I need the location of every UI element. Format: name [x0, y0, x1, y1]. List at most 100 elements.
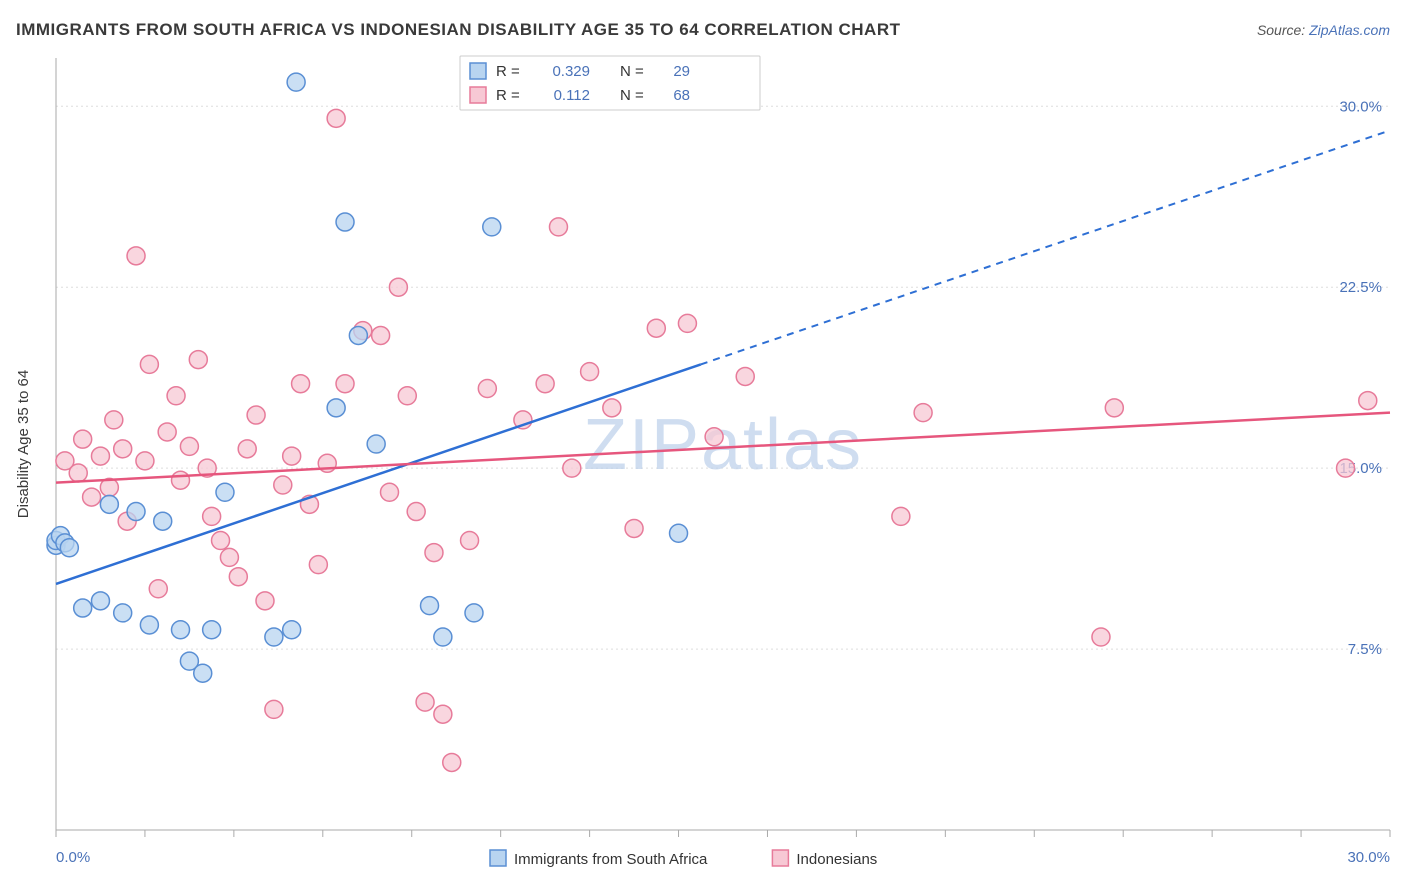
data-point — [220, 548, 238, 566]
data-point — [114, 440, 132, 458]
data-point — [274, 476, 292, 494]
data-point — [172, 621, 190, 639]
legend-r-label: R = — [496, 87, 520, 104]
data-point — [172, 471, 190, 489]
trend-line-extrapolated — [701, 130, 1390, 364]
data-point — [127, 247, 145, 265]
data-point — [336, 375, 354, 393]
data-point — [74, 430, 92, 448]
data-point — [1092, 628, 1110, 646]
source-prefix: Source: — [1257, 22, 1309, 38]
data-point — [483, 218, 501, 236]
data-point — [309, 556, 327, 574]
legend-n-label: N = — [620, 87, 644, 104]
data-point — [238, 440, 256, 458]
data-point — [203, 507, 221, 525]
data-point — [100, 495, 118, 513]
data-point — [189, 351, 207, 369]
data-point — [892, 507, 910, 525]
data-point — [256, 592, 274, 610]
data-point — [212, 532, 230, 550]
legend-r-value: 0.112 — [554, 87, 590, 104]
data-point — [140, 355, 158, 373]
data-point — [603, 399, 621, 417]
data-point — [216, 483, 234, 501]
data-point — [407, 503, 425, 521]
data-point — [154, 512, 172, 530]
data-point — [549, 218, 567, 236]
data-point — [158, 423, 176, 441]
watermark: ZIPatlas — [583, 405, 863, 485]
data-point — [670, 524, 688, 542]
data-point — [367, 435, 385, 453]
data-point — [91, 592, 109, 610]
data-point — [292, 375, 310, 393]
data-point — [478, 380, 496, 398]
data-point — [247, 406, 265, 424]
data-point — [461, 532, 479, 550]
data-point — [434, 628, 452, 646]
data-point — [536, 375, 554, 393]
data-point — [83, 488, 101, 506]
data-point — [167, 387, 185, 405]
y-axis-title: Disability Age 35 to 64 — [15, 370, 32, 518]
y-tick-label: 7.5% — [1348, 641, 1382, 658]
series-label: Indonesians — [796, 851, 877, 868]
data-point — [465, 604, 483, 622]
data-point — [327, 399, 345, 417]
data-point — [265, 700, 283, 718]
data-point — [105, 411, 123, 429]
data-point — [60, 539, 78, 557]
source-link[interactable]: ZipAtlas.com — [1309, 22, 1390, 38]
chart-title: IMMIGRANTS FROM SOUTH AFRICA VS INDONESI… — [16, 20, 901, 40]
data-point — [625, 519, 643, 537]
data-point — [194, 664, 212, 682]
data-point — [425, 544, 443, 562]
x-min-label: 0.0% — [56, 849, 90, 866]
data-point — [372, 326, 390, 344]
data-point — [443, 753, 461, 771]
data-point — [180, 437, 198, 455]
data-point — [127, 503, 145, 521]
data-point — [265, 628, 283, 646]
chart-container: 7.5%15.0%22.5%30.0%ZIPatlas0.0%30.0%Disa… — [0, 50, 1406, 892]
data-point — [140, 616, 158, 634]
data-point — [705, 428, 723, 446]
series-label: Immigrants from South Africa — [514, 851, 708, 868]
data-point — [203, 621, 221, 639]
series-swatch — [490, 850, 506, 866]
data-point — [563, 459, 581, 477]
data-point — [647, 319, 665, 337]
legend-r-value: 0.329 — [552, 63, 590, 80]
data-point — [283, 447, 301, 465]
data-point — [581, 363, 599, 381]
data-point — [283, 621, 301, 639]
data-point — [287, 73, 305, 91]
data-point — [678, 314, 696, 332]
data-point — [114, 604, 132, 622]
data-point — [914, 404, 932, 422]
data-point — [381, 483, 399, 501]
y-tick-label: 22.5% — [1339, 279, 1382, 296]
data-point — [74, 599, 92, 617]
data-point — [336, 213, 354, 231]
series-swatch — [772, 850, 788, 866]
data-point — [327, 109, 345, 127]
data-point — [69, 464, 87, 482]
data-point — [349, 326, 367, 344]
data-point — [434, 705, 452, 723]
data-point — [398, 387, 416, 405]
data-point — [736, 367, 754, 385]
legend-n-value: 68 — [673, 87, 690, 104]
data-point — [229, 568, 247, 586]
chart-source: Source: ZipAtlas.com — [1257, 22, 1390, 38]
legend-swatch — [470, 63, 486, 79]
scatter-chart: 7.5%15.0%22.5%30.0%ZIPatlas0.0%30.0%Disa… — [0, 50, 1406, 892]
data-point — [149, 580, 167, 598]
legend-n-value: 29 — [673, 63, 690, 80]
data-point — [91, 447, 109, 465]
data-point — [421, 597, 439, 615]
legend-n-label: N = — [620, 63, 644, 80]
legend-r-label: R = — [496, 63, 520, 80]
data-point — [1337, 459, 1355, 477]
